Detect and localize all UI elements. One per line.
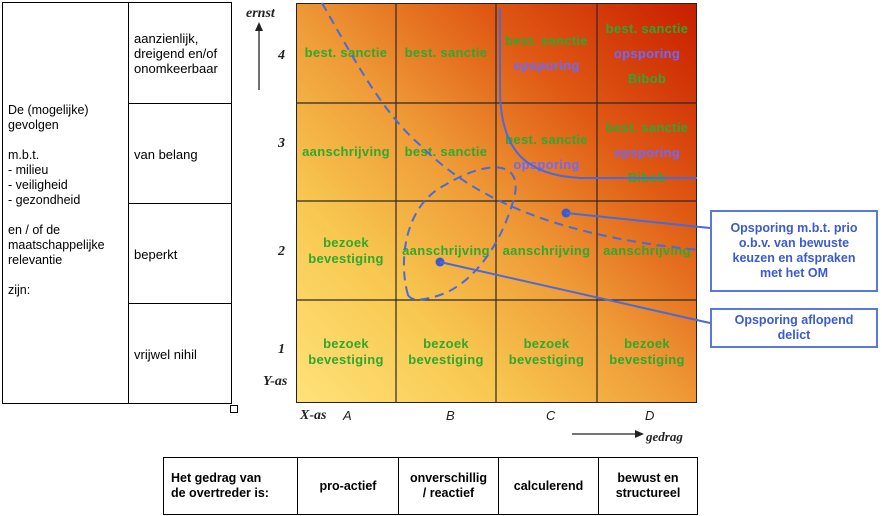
matrix-cell-text: best. sanctie [505,32,588,48]
prio-connector [565,212,711,229]
matrix-cell-b2: aanschrijving [396,201,496,300]
y-tick-4: 4 [278,48,285,63]
matrix-cell-d1: bezoek bevestiging [597,300,697,403]
consequences-description: De (mogelijke) gevolgen m.b.t. - milieu … [8,103,105,297]
matrix-cell-text: opsporing [613,144,681,160]
matrix-cell-text: bezoek [323,234,369,250]
behaviour-label-d: bewust en structureel [615,471,681,500]
matrix-cell-d2: aanschrijving [597,201,697,300]
severity-level-4-cell: aanzienlijk, dreigend en/of onomkeerbaar [128,2,232,104]
matrix-cell-b4: best. sanctie [396,3,496,103]
x-tick-a: A [343,408,352,423]
severity-level-1: vrijwel nihil [134,347,197,362]
behaviour-cell-a: pro-actief [297,457,399,515]
x-tick-d: D [645,408,655,423]
matrix-cell-text: bevestiging [609,351,685,367]
matrix-cell-text: best. sanctie [605,119,689,135]
matrix-cell-a4: best. sanctie [296,3,396,103]
matrix-cell-c1: bezoek bevestiging [496,300,597,403]
matrix-cell-text: best. sanctie [505,131,588,147]
matrix-gridlines [296,3,697,403]
matrix-cell-text: bevestiging [508,351,585,367]
matrix-cell-c3: best. sanctie opsporing [496,103,597,201]
matrix-cell-text: opsporing [513,156,580,172]
matrix-cell-text: aanschrijving [502,242,591,258]
behaviour-label-a: pro-actief [319,478,377,493]
consequences-description-cell: De (mogelijke) gevolgen m.b.t. - milieu … [2,2,129,404]
resize-handle[interactable] [230,405,238,413]
matrix-cell-text: bezoek [423,335,469,351]
aflopend-connector [439,261,711,324]
matrix-cell-text: bezoek [523,335,570,351]
matrix-cell-a2: bezoek bevestiging [296,201,396,300]
matrix-cell-text: aanschrijving [302,144,390,159]
matrix-cell-text: best. sanctie [404,144,488,159]
x-tick-b: B [446,408,455,423]
callout-opsporing-prio: Opsporing m.b.t. prio o.b.v. van bewuste… [710,210,878,292]
severity-level-2: beperkt [134,247,178,262]
y-tick-1: 1 [278,342,285,357]
y-axis-label: Y-as [263,374,288,389]
matrix-cell-text: bezoek [323,335,369,351]
matrix-cell-a3: aanschrijving [296,103,396,201]
matrix-cell-text: opsporing [513,57,580,73]
matrix-cell-text: best. sanctie [605,20,689,36]
behaviour-header-cell: Het gedrag van de overtreder is: [163,457,298,515]
behaviour-cell-b: onverschillig / reactief [398,457,499,515]
matrix-cell-d3: best. sanctie opsporing Bibob [597,103,697,201]
matrix-cell-text: best. sanctie [304,45,388,60]
x-axis-arrow [572,430,644,438]
y-axis-arrow [255,22,263,90]
matrix-cell-text: opsporing [613,45,681,61]
behaviour-label-b: onverschillig / reactief [409,471,488,500]
y-tick-3: 3 [278,136,285,151]
matrix-cell-text: bevestiging [408,351,484,367]
matrix-cell-d4: best. sanctie opsporing Bibob [597,3,697,103]
y-tick-2: 2 [278,244,285,259]
matrix-cell-c2: aanschrijving [496,201,597,300]
callout-opsporing-aflopend: Opsporing aflopend delict [710,308,878,348]
dashed-ellipse [402,166,517,301]
behaviour-cell-d: bewust en structureel [598,457,698,515]
behaviour-label-c: calculerend [513,478,584,493]
matrix-cell-text: Bibob [627,70,667,86]
matrix-cell-a1: bezoek bevestiging [296,300,396,403]
x-tick-c: C [546,408,556,423]
matrix-cell-b1: bezoek bevestiging [396,300,496,403]
x-axis-title: gedrag [646,429,683,444]
matrix-cell-text: aanschrijving [402,242,490,258]
x-axis-label: X-as [300,408,327,423]
y-axis-title: ernst [246,6,275,21]
severity-level-3: van belang [134,147,198,162]
matrix-cell-b3: best. sanctie [396,103,496,201]
behaviour-header: Het gedrag van de overtreder is: [171,471,269,500]
severity-level-2-cell: beperkt [128,203,232,304]
matrix-cell-text: aanschrijving [603,242,691,258]
dashed-boundary-line [321,2,701,251]
matrix-cell-c4: best. sanctie opsporing [496,3,597,103]
behaviour-cell-c: calculerend [498,457,599,515]
matrix-cell-text: best. sanctie [404,45,488,60]
severity-level-1-cell: vrijwel nihil [128,303,232,404]
matrix-cell-text: bezoek [624,335,670,351]
severity-level-4: aanzienlijk, dreigend en/of onomkeerbaar [134,31,218,76]
matrix-cell-text: bevestiging [308,351,384,367]
matrix-cell-text: bevestiging [308,250,384,266]
prio-boundary-curve [499,8,697,179]
